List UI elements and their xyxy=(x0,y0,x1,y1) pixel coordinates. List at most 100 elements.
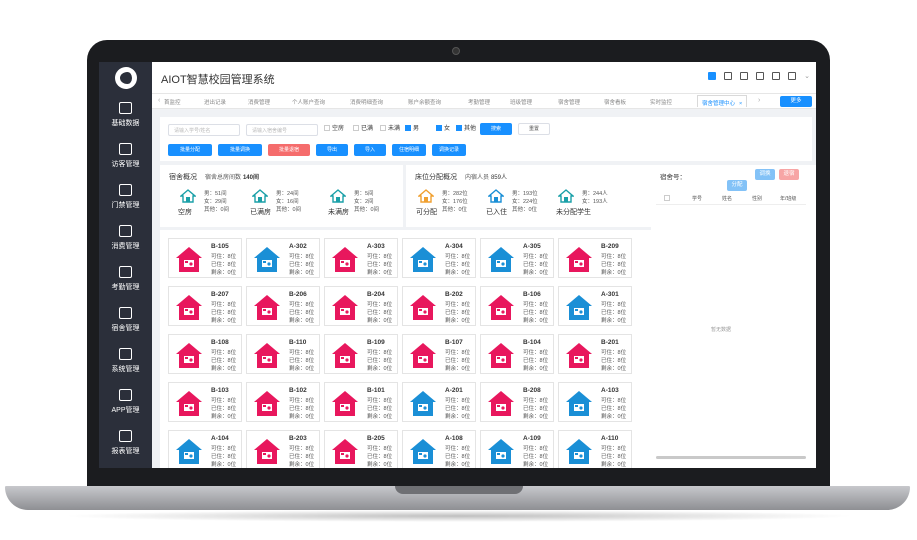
tab-item[interactable]: 进出记录 xyxy=(204,98,226,106)
tab-item[interactable]: 消费管理 xyxy=(248,98,270,106)
filter-checkbox[interactable]: 其他 xyxy=(456,123,476,132)
room-card[interactable]: A-301 可住：8位 已住：8位 剩余：0位 xyxy=(558,286,632,326)
tab-item[interactable]: 实时监控 xyxy=(650,98,672,106)
close-icon[interactable]: × xyxy=(739,101,743,107)
sidebar-item[interactable]: APP管理 xyxy=(99,381,152,422)
filter-checkbox[interactable]: 空房 xyxy=(324,123,344,132)
room-card[interactable]: B-109 可住：8位 已住：8位 剩余：0位 xyxy=(324,334,398,374)
room-used-label: 已住： xyxy=(367,358,384,364)
filter-checkbox[interactable]: 男 xyxy=(405,123,419,132)
laptop-notch xyxy=(395,486,523,494)
action-button[interactable]: 批量分配 xyxy=(168,144,212,156)
tab-scroll-right-icon[interactable]: › xyxy=(758,97,761,104)
checkbox-box[interactable] xyxy=(456,124,462,131)
reset-button[interactable]: 重置 xyxy=(518,123,550,135)
lock-icon[interactable] xyxy=(740,72,749,80)
action-button[interactable]: 批量退宿 xyxy=(268,144,310,156)
sidebar-item[interactable]: 门禁管理 xyxy=(99,176,152,217)
room-card[interactable]: B-106 可住：8位 已住：8位 剩余：0位 xyxy=(480,286,554,326)
room-rest-value: 0位 xyxy=(539,318,549,324)
room-search-input[interactable]: 请输入宿舍编号 xyxy=(246,124,318,136)
swap-button[interactable]: 调换 xyxy=(755,169,775,180)
room-card[interactable]: B-203 可住：8位 已住：8位 剩余：0位 xyxy=(246,430,320,468)
room-card[interactable]: B-105 可住：8位 已住：8位 剩余：0位 xyxy=(168,238,242,278)
checkbox-label: 其他 xyxy=(464,126,477,132)
action-button[interactable]: 导出 xyxy=(316,144,348,156)
room-card[interactable]: B-103 可住：8位 已住：8位 剩余：0位 xyxy=(168,382,242,422)
room-card[interactable]: B-206 可住：8位 已住：8位 剩余：0位 xyxy=(246,286,320,326)
room-card[interactable]: A-303 可住：8位 已住：8位 剩余：0位 xyxy=(324,238,398,278)
room-card[interactable]: B-207 可住：8位 已住：8位 剩余：0位 xyxy=(168,286,242,326)
tab-item[interactable]: 宿舍看板 xyxy=(604,98,626,106)
brush-icon[interactable] xyxy=(788,72,797,80)
sidebar-item[interactable]: 基础数据 xyxy=(99,94,152,135)
room-number: A-301 xyxy=(601,291,619,298)
room-card[interactable]: B-107 可住：8位 已住：8位 剩余：0位 xyxy=(402,334,476,374)
room-card[interactable]: A-304 可住：8位 已住：8位 剩余：0位 xyxy=(402,238,476,278)
checkbox-box[interactable] xyxy=(436,124,442,131)
topbar: AIOT智慧校园管理系统 ⌄ xyxy=(152,62,816,94)
tab-item[interactable]: 宿舍管理中心 × xyxy=(697,95,748,107)
room-card[interactable]: A-109 可住：8位 已住：8位 剩余：0位 xyxy=(480,430,554,468)
room-card[interactable]: B-209 可住：8位 已住：8位 剩余：0位 xyxy=(558,238,632,278)
filter-checkbox[interactable]: 未满 xyxy=(380,123,400,132)
checkbox-box[interactable] xyxy=(353,124,359,131)
action-button[interactable]: 调换记录 xyxy=(432,144,466,156)
room-card[interactable]: B-204 可住：8位 已住：8位 剩余：0位 xyxy=(324,286,398,326)
tab-scroll-left-icon[interactable]: ‹ xyxy=(158,97,161,104)
checkout-button[interactable]: 退宿 xyxy=(779,169,799,180)
assign-button[interactable]: 分配 xyxy=(727,180,747,191)
resident-table-scrollbar[interactable] xyxy=(656,456,806,459)
filter-checkbox[interactable]: 已满 xyxy=(353,123,373,132)
chevron-down-icon[interactable]: ⌄ xyxy=(804,73,810,80)
more-tabs-button[interactable]: 更多 xyxy=(780,96,812,107)
room-card[interactable]: A-110 可住：8位 已住：8位 剩余：0位 xyxy=(558,430,632,468)
tab-item[interactable]: 考勤管理 xyxy=(468,98,490,106)
tab-item[interactable]: 消费明细查询 xyxy=(350,98,383,106)
room-card[interactable]: B-202 可住：8位 已住：8位 剩余：0位 xyxy=(402,286,476,326)
room-card[interactable]: A-305 可住：8位 已住：8位 剩余：0位 xyxy=(480,238,554,278)
tab-item[interactable]: 首监控 xyxy=(164,98,181,106)
search-button[interactable]: 搜索 xyxy=(480,123,512,135)
room-card[interactable]: B-102 可住：8位 已住：8位 剩余：0位 xyxy=(246,382,320,422)
room-rest-label: 剩余： xyxy=(367,414,384,420)
room-rest-line: 剩余：0位 xyxy=(211,412,236,420)
tab-item[interactable]: 个人账户查询 xyxy=(292,98,325,106)
sidebar-item[interactable]: 系统管理 xyxy=(99,340,152,381)
action-button[interactable]: 批量调换 xyxy=(218,144,262,156)
room-card[interactable]: B-101 可住：8位 已住：8位 剩余：0位 xyxy=(324,382,398,422)
room-card[interactable]: B-108 可住：8位 已住：8位 剩余：0位 xyxy=(168,334,242,374)
action-button[interactable]: 导入 xyxy=(354,144,386,156)
checkbox-box[interactable] xyxy=(380,124,386,131)
room-card[interactable]: A-103 可住：8位 已住：8位 剩余：0位 xyxy=(558,382,632,422)
room-card[interactable]: B-201 可住：8位 已住：8位 剩余：0位 xyxy=(558,334,632,374)
select-all-checkbox[interactable] xyxy=(664,195,670,201)
student-search-input[interactable]: 请输入学号/姓名 xyxy=(168,124,240,136)
app-logo xyxy=(99,62,152,94)
tab-item[interactable]: 宿舍管理 xyxy=(558,98,580,106)
filter-checkbox[interactable]: 女 xyxy=(436,123,450,132)
room-card[interactable]: A-108 可住：8位 已住：8位 剩余：0位 xyxy=(402,430,476,468)
room-rest-label: 剩余： xyxy=(289,318,306,324)
sidebar-item[interactable]: 考勤管理 xyxy=(99,258,152,299)
action-button[interactable]: 住宿明细 xyxy=(392,144,426,156)
tab-item[interactable]: 班级管理 xyxy=(510,98,532,106)
sidebar-item[interactable]: 宿舍管理 xyxy=(99,299,152,340)
sidebar-item[interactable]: 报表管理 xyxy=(99,422,152,463)
room-card[interactable]: B-205 可住：8位 已住：8位 剩余：0位 xyxy=(324,430,398,468)
window-icon[interactable] xyxy=(724,72,733,80)
fullscreen-icon[interactable] xyxy=(708,72,717,80)
sidebar-item[interactable]: 消费管理 xyxy=(99,217,152,258)
message-icon[interactable] xyxy=(772,72,781,80)
room-card[interactable]: A-104 可住：8位 已住：8位 剩余：0位 xyxy=(168,430,242,468)
room-card[interactable]: B-208 可住：8位 已住：8位 剩余：0位 xyxy=(480,382,554,422)
shirt-icon[interactable] xyxy=(756,72,765,80)
sidebar-item[interactable]: 访客管理 xyxy=(99,135,152,176)
room-card[interactable]: B-110 可住：8位 已住：8位 剩余：0位 xyxy=(246,334,320,374)
room-card[interactable]: A-201 可住：8位 已住：8位 剩余：0位 xyxy=(402,382,476,422)
checkbox-box[interactable] xyxy=(324,124,330,131)
room-card[interactable]: A-302 可住：8位 已住：8位 剩余：0位 xyxy=(246,238,320,278)
checkbox-box[interactable] xyxy=(405,124,411,131)
tab-item[interactable]: 账户余额查询 xyxy=(408,98,441,106)
room-card[interactable]: B-104 可住：8位 已住：8位 剩余：0位 xyxy=(480,334,554,374)
